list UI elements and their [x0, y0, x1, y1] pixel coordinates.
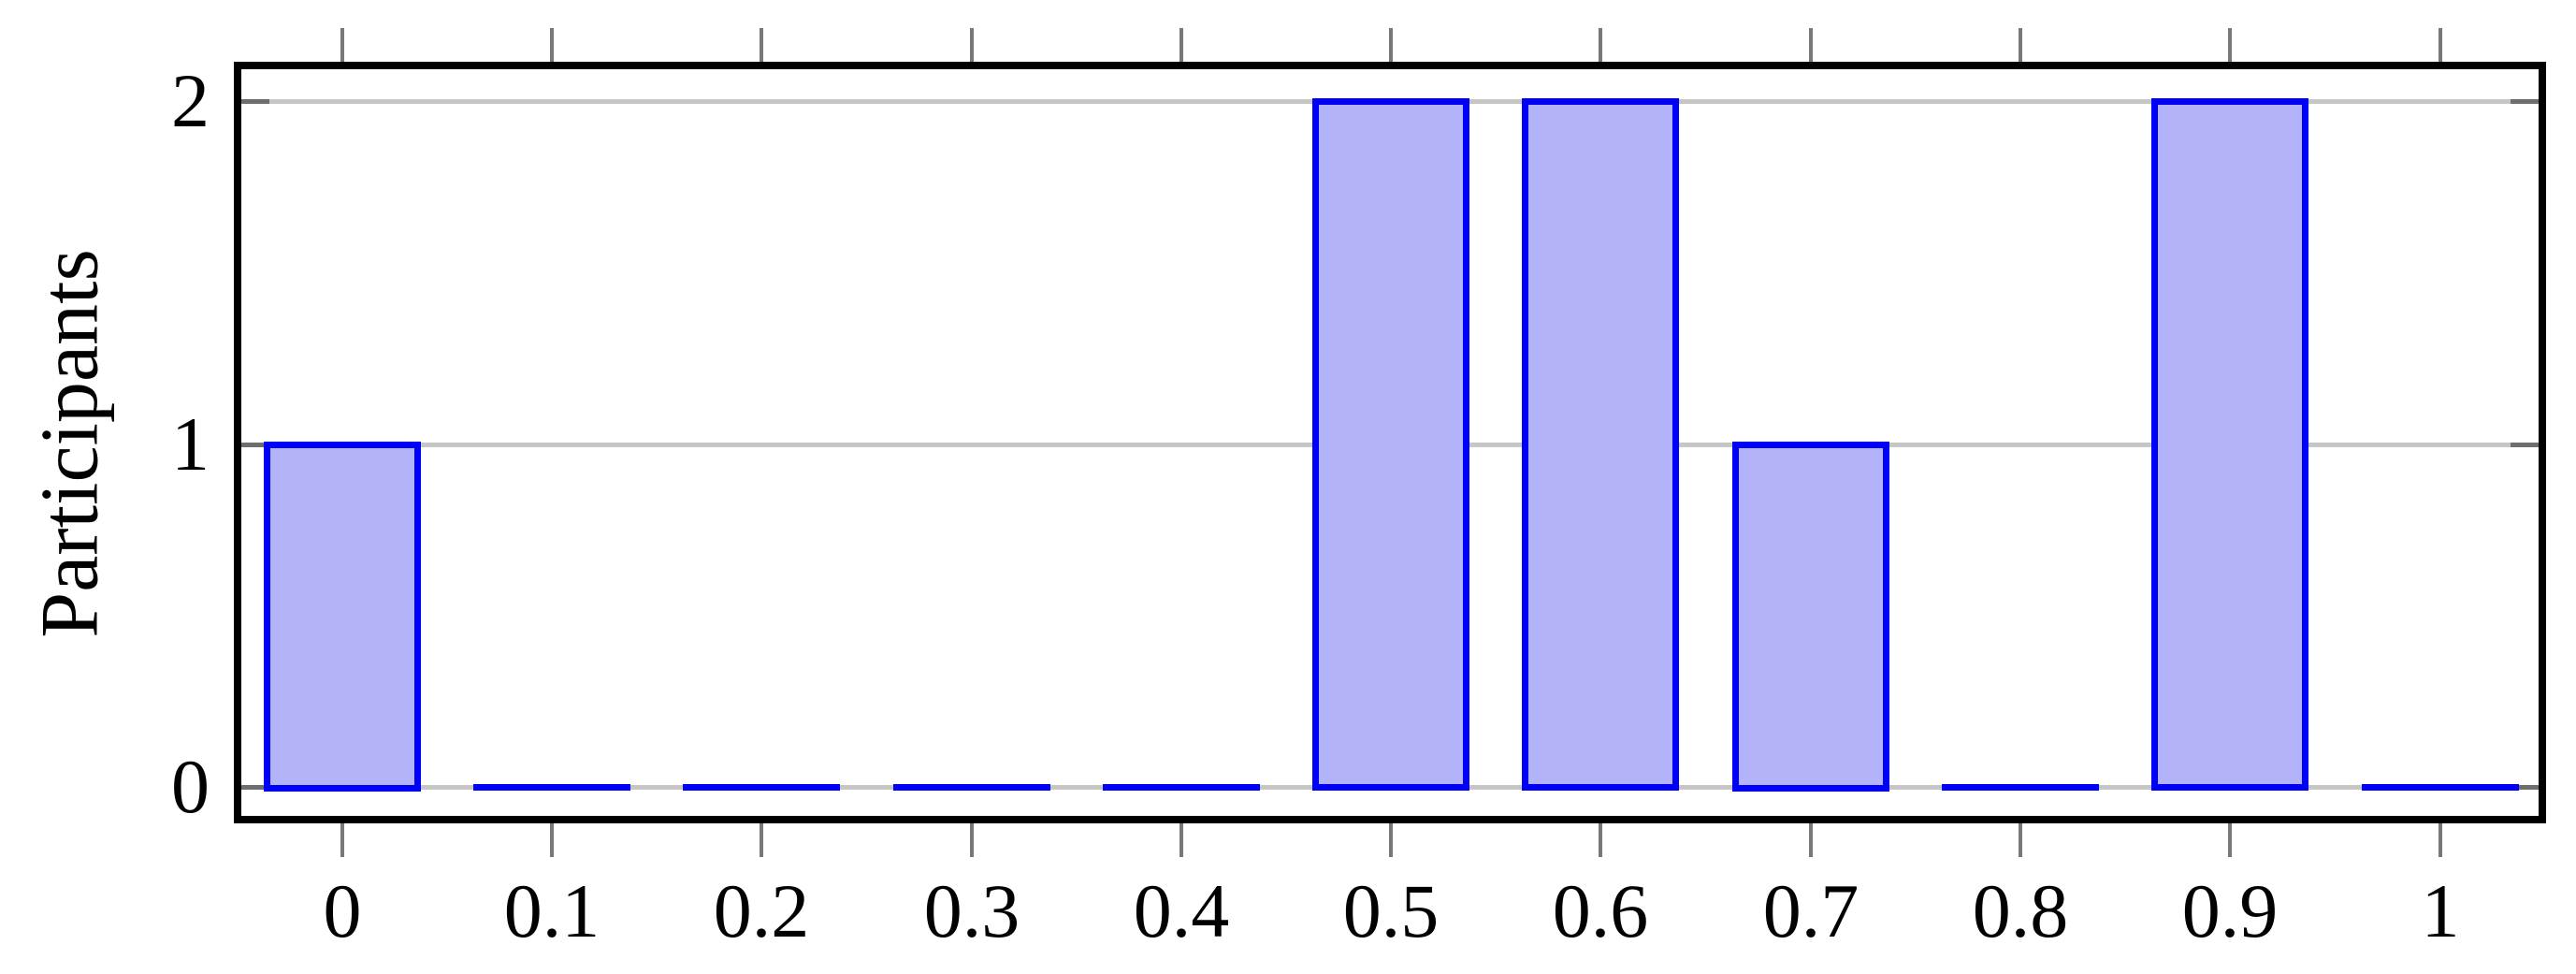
x-tick-bottom-0.1: [550, 823, 554, 857]
bar-x-0.7: [1732, 442, 1889, 792]
x-tick-label-0.4: 0.4: [1133, 868, 1230, 953]
x-tick-top-0.6: [1599, 28, 1602, 62]
y-tick-right-0: [2511, 785, 2539, 791]
x-tick-top-0.4: [1179, 28, 1183, 62]
x-tick-bottom-0.2: [760, 823, 763, 857]
x-tick-top-0.1: [550, 28, 554, 62]
y-tick-left-0: [241, 785, 269, 791]
x-tick-bottom-1: [2439, 823, 2442, 857]
x-tick-top-0.5: [1389, 28, 1393, 62]
x-tick-label-0.5: 0.5: [1342, 868, 1440, 953]
x-tick-label-1: 1: [2421, 868, 2460, 953]
y-tick-label-2: 2: [171, 58, 210, 144]
x-tick-top-0.8: [2019, 28, 2022, 62]
x-tick-label-0.7: 0.7: [1762, 868, 1860, 953]
x-tick-label-0.8: 0.8: [1972, 868, 2069, 953]
x-tick-top-0.7: [1809, 28, 1813, 62]
x-tick-top-0: [340, 28, 344, 62]
y-tick-label-0: 0: [171, 744, 210, 830]
x-tick-label-0.9: 0.9: [2181, 868, 2279, 953]
bar-x-0: [264, 442, 421, 792]
x-tick-bottom-0.9: [2228, 823, 2232, 857]
zero-bar-x-0.8: [1942, 784, 2099, 791]
x-tick-label-0.1: 0.1: [503, 868, 601, 953]
zero-bar-x-1: [2362, 784, 2519, 791]
bar-x-0.9: [2151, 98, 2308, 791]
y-tick-label-1: 1: [171, 400, 210, 487]
x-tick-bottom-0.6: [1599, 823, 1602, 857]
x-tick-bottom-0.7: [1809, 823, 1813, 857]
zero-bar-x-0.2: [683, 784, 840, 791]
bar-x-0.6: [1522, 98, 1679, 791]
x-tick-bottom-0.8: [2019, 823, 2022, 857]
y-tick-left-2: [241, 99, 269, 105]
y-tick-right-2: [2511, 99, 2539, 105]
x-tick-label-0: 0: [323, 868, 362, 953]
y-tick-left-1: [241, 442, 269, 447]
x-tick-label-0.3: 0.3: [923, 868, 1020, 953]
y-tick-right-1: [2511, 442, 2539, 447]
x-tick-bottom-0.5: [1389, 823, 1393, 857]
plot-area: [234, 62, 2546, 823]
x-tick-bottom-0.3: [970, 823, 974, 857]
x-tick-bottom-0.4: [1179, 823, 1183, 857]
bar-x-0.5: [1312, 98, 1469, 791]
x-tick-top-0.2: [760, 28, 763, 62]
x-tick-top-0.3: [970, 28, 974, 62]
x-tick-label-0.2: 0.2: [713, 868, 810, 953]
zero-bar-x-0.3: [893, 784, 1050, 791]
x-tick-top-1: [2439, 28, 2442, 62]
x-tick-top-0.9: [2228, 28, 2232, 62]
x-tick-label-0.6: 0.6: [1552, 868, 1649, 953]
zero-bar-x-0.1: [473, 784, 630, 791]
zero-bar-x-0.4: [1103, 784, 1260, 791]
x-tick-bottom-0: [340, 823, 344, 857]
